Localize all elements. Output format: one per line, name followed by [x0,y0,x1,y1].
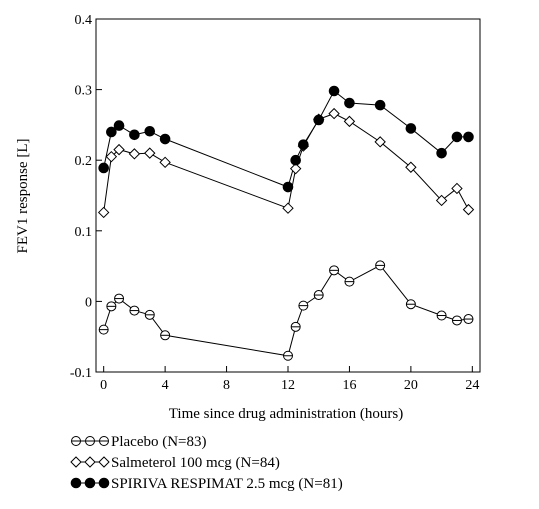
data-point-series-2 [282,181,294,193]
data-point-series-1 [451,182,463,195]
x-tick-label: 8 [223,378,230,393]
data-point-series-2 [374,99,386,111]
y-axis-title: FEV1 response [L] [15,139,31,254]
data-point-series-0 [313,290,324,301]
data-point-series-0 [144,309,155,320]
data-point-series-0 [129,305,140,316]
data-point-series-1 [144,147,156,159]
legend-marker [70,477,82,489]
data-point-series-1 [105,150,118,163]
legend-label: SPIRIVA RESPIMAT 2.5 mcg (N=81) [111,476,343,492]
series-line-0 [103,264,469,357]
data-point-series-2 [290,154,301,166]
y-tick-label: -0.1 [70,366,92,381]
data-point-series-1 [159,156,171,169]
y-tick-label: 0.1 [75,225,93,240]
y-tick-label: 0.3 [75,84,93,99]
series-markers [97,85,475,361]
y-tick-label: 0.2 [75,154,93,169]
y-tick-label: 0 [85,295,92,310]
data-point-series-0 [106,301,117,312]
x-tick-label: 4 [162,378,169,393]
data-point-series-1 [374,136,386,148]
data-point-series-1 [435,194,448,207]
data-point-series-2 [113,120,125,131]
legend-marker [71,436,81,446]
data-point-series-0 [436,310,447,321]
x-axis-title: Time since drug administration (hours) [169,406,403,422]
data-point-series-2 [313,114,325,126]
data-point-series-1 [282,202,294,214]
data-point-series-2 [451,131,463,143]
data-point-series-2 [328,85,340,97]
legend-marker [84,477,96,489]
x-tick-label: 12 [281,378,295,393]
x-tick-label: 16 [342,378,356,393]
data-point-series-0 [290,321,301,332]
axes: -0.1 0 0.1 0.2 0.3 0.4 0 4 8 12 16 20 24 [70,13,481,393]
data-point-series-0 [298,300,309,311]
data-point-series-1 [328,107,340,120]
legend-marker [98,477,110,489]
data-point-series-2 [405,123,417,134]
legend-marker [85,436,95,446]
data-point-series-1 [113,143,125,156]
legend-label: Placebo (N=83) [111,434,207,450]
data-point-series-0 [463,314,474,325]
legend-marker [98,456,110,468]
legend: Placebo (N=83) Salmeterol 100 mcg (N=84) S… [70,434,343,492]
data-point-series-2 [106,126,117,138]
data-point-series-0 [283,350,293,361]
data-point-series-1 [343,115,356,128]
data-point-series-0 [344,276,355,287]
data-point-series-0 [405,299,416,310]
x-tick-label: 0 [100,378,107,393]
data-point-series-2 [98,162,109,174]
data-point-series-2 [436,147,447,159]
data-point-series-2 [144,125,156,137]
y-tick-label: 0.4 [75,13,93,28]
data-point-series-0 [329,265,340,276]
data-point-series-0 [160,330,171,341]
data-point-series-2 [129,129,140,141]
data-point-series-2 [463,131,474,143]
legend-marker [70,456,82,468]
data-point-series-0 [98,324,109,335]
x-tick-label: 20 [404,378,418,393]
x-tick-label: 24 [465,378,479,393]
data-point-series-0 [451,315,462,326]
data-point-series-0 [114,293,125,304]
data-point-series-2 [344,97,355,109]
data-point-series-1 [97,206,110,219]
legend-marker [84,456,96,468]
data-point-series-2 [298,139,309,150]
plot-frame [95,18,481,373]
series-line-2 [103,90,469,188]
legend-marker [99,436,109,446]
data-point-series-1 [128,148,141,160]
data-point-series-1 [289,162,302,175]
data-point-series-1 [462,203,475,216]
legend-label: Salmeterol 100 mcg (N=84) [111,455,280,471]
data-point-series-0 [375,260,386,271]
data-point-series-2 [159,133,171,145]
data-point-series-1 [405,161,417,173]
